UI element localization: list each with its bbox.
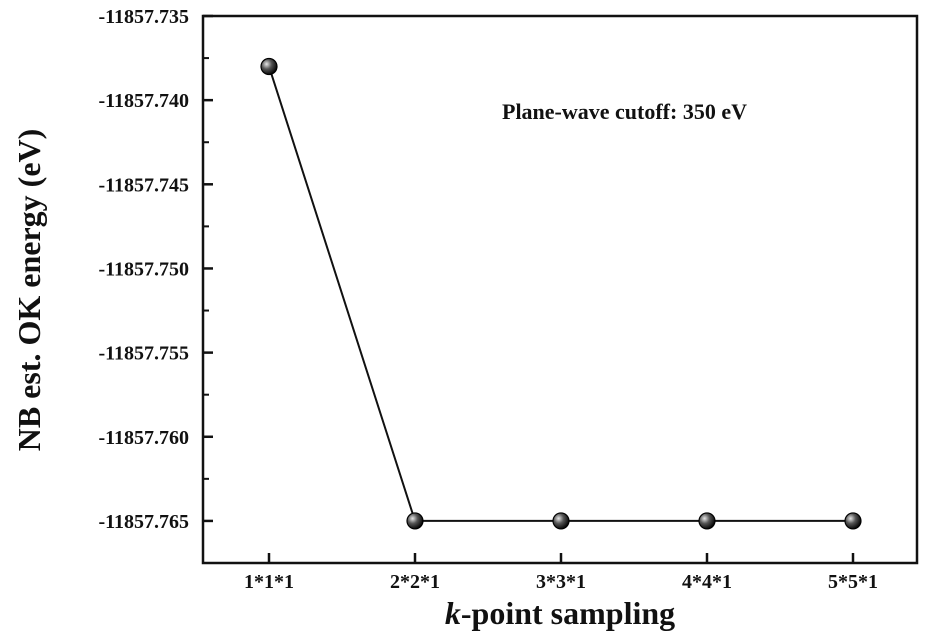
y-tick-label: -11857.755 xyxy=(98,343,189,365)
x-tick-label: 2*2*1 xyxy=(390,571,440,593)
x-tick-label: 3*3*1 xyxy=(536,571,586,593)
data-point xyxy=(260,57,278,76)
x-axis-title-italic: k xyxy=(445,595,461,631)
cutoff-annotation: Plane-wave cutoff: 350 eV xyxy=(502,99,747,124)
series-line xyxy=(268,66,853,522)
x-axis-title-rest: -point sampling xyxy=(461,595,675,631)
x-axis-title: k-point sampling xyxy=(445,595,675,631)
x-tick-label: 4*4*1 xyxy=(682,571,732,593)
data-point xyxy=(698,512,716,530)
y-tick-label: -11857.745 xyxy=(98,174,189,196)
y-tick-label: -11857.735 xyxy=(98,6,189,28)
series-group xyxy=(260,57,862,530)
x-axis-ticks: 1*1*1 2*2*1 3*3*1 4*4*1 5*5*1 xyxy=(244,553,878,593)
data-point xyxy=(552,512,570,530)
data-point xyxy=(406,512,424,530)
data-point xyxy=(844,512,862,530)
y-tick-label: -11857.760 xyxy=(98,427,189,449)
y-tick-label: -11857.750 xyxy=(98,258,189,280)
x-tick-label: 1*1*1 xyxy=(244,571,294,593)
y-tick-label: -11857.740 xyxy=(98,90,189,112)
y-axis-title: NB est. OK energy (eV) xyxy=(11,129,47,452)
x-tick-label: 5*5*1 xyxy=(828,571,878,593)
y-tick-label: -11857.765 xyxy=(98,511,189,533)
y-axis-ticks: -11857.735 -11857.740 -11857.745 -11857.750… xyxy=(98,6,213,564)
